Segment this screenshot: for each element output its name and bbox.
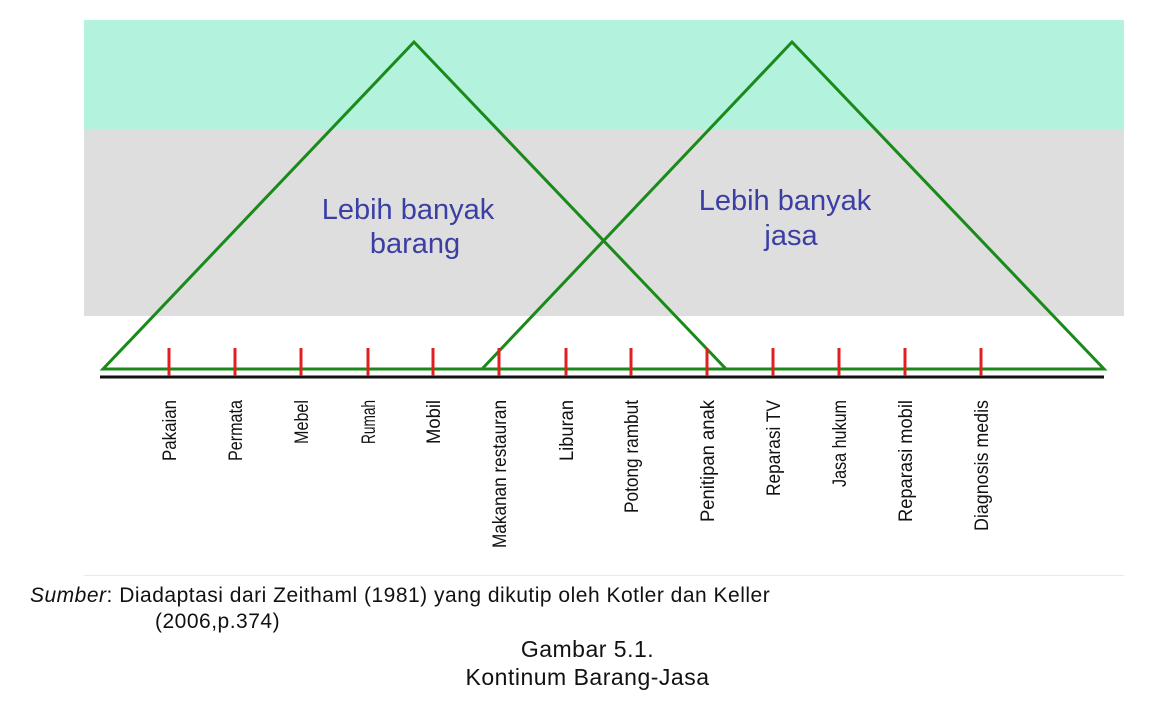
source-citation-continued: (2006,p.374) xyxy=(155,610,281,633)
item-label: Reparasi TV xyxy=(764,400,785,496)
item-label: Makanan restauran xyxy=(490,400,511,548)
caption-divider xyxy=(84,575,1124,576)
item-label: Potong rambut xyxy=(622,399,643,513)
goods-triangle xyxy=(99,39,730,371)
item-label: Permata xyxy=(226,400,247,461)
goods-label-line-2: barang xyxy=(370,228,460,260)
item-labels: Pakaian Permata Mebel Rumah Mobil Makanan res… xyxy=(160,399,993,548)
services-triangle xyxy=(478,39,1108,371)
services-triangle-label: Lebih banyak jasa xyxy=(699,185,880,252)
item-label: Liburan xyxy=(557,400,578,461)
source-text: : Diadaptasi dari Zeithaml (1981) yang d… xyxy=(106,584,771,607)
goods-services-continuum-diagram: Lebih banyak barang Lebih banyak jasa Pa… xyxy=(84,20,1124,548)
services-label-line-1: Lebih banyak xyxy=(699,185,872,217)
middle-band xyxy=(84,130,1124,316)
source-citation: Sumber: Diadaptasi dari Zeithaml (1981) … xyxy=(30,584,1150,608)
item-label: Mobil xyxy=(424,400,445,444)
figure-number: Gambar 5.1. xyxy=(520,636,655,662)
item-label: Diagnosis medis xyxy=(972,400,993,531)
figure-title: Kontinum Barang-Jasa xyxy=(465,664,710,690)
item-label: Pakaian xyxy=(160,400,181,461)
item-label: Rumah xyxy=(359,400,380,444)
item-label: Mebel xyxy=(292,400,313,444)
item-label: Penitipan anak xyxy=(698,400,719,522)
item-label: Jasa hukum xyxy=(830,400,851,487)
source-prefix: Sumber xyxy=(30,584,107,607)
top-band xyxy=(84,20,1124,130)
goods-label-line-1: Lebih banyak xyxy=(322,194,495,226)
item-label: Reparasi mobil xyxy=(896,400,917,522)
goods-triangle-label: Lebih banyak barang xyxy=(322,194,503,260)
services-label-line-2: jasa xyxy=(763,220,818,252)
tick-marks xyxy=(167,348,983,376)
